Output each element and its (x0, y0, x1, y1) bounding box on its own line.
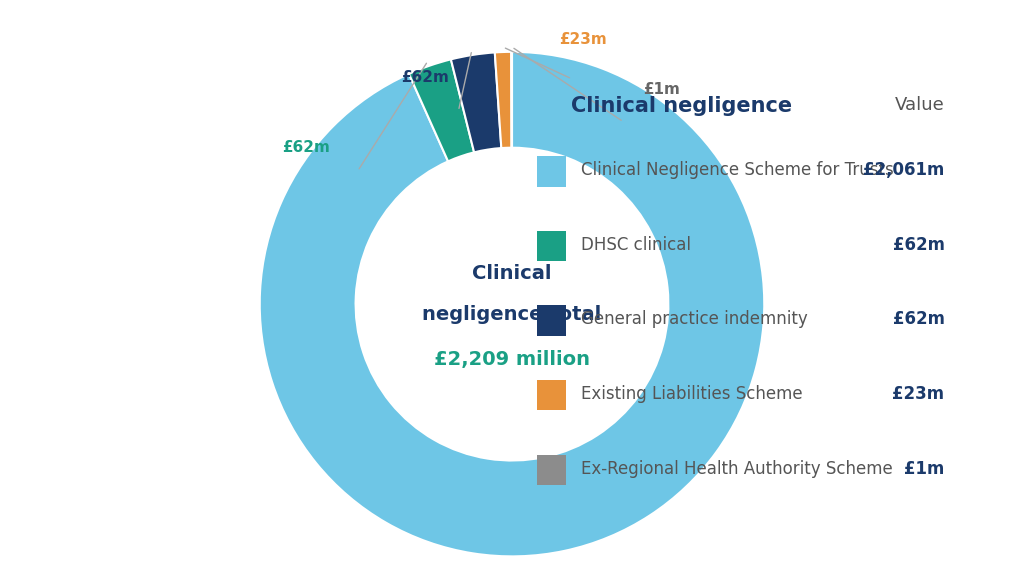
Wedge shape (451, 52, 502, 152)
Text: DHSC clinical: DHSC clinical (581, 236, 691, 254)
FancyBboxPatch shape (537, 156, 566, 187)
Text: Value: Value (895, 96, 944, 114)
Text: Clinical Negligence Scheme for Trusts: Clinical Negligence Scheme for Trusts (581, 161, 894, 179)
FancyBboxPatch shape (537, 231, 566, 261)
FancyBboxPatch shape (537, 380, 566, 410)
Text: General practice indemnity: General practice indemnity (581, 311, 808, 328)
Text: £1m: £1m (643, 82, 680, 97)
Wedge shape (260, 52, 764, 556)
Text: £62m: £62m (893, 311, 944, 328)
Text: £2,209 million: £2,209 million (434, 350, 590, 369)
Text: £62m: £62m (893, 236, 944, 254)
Text: Existing Liabilities Scheme: Existing Liabilities Scheme (581, 385, 803, 403)
Text: Clinical: Clinical (472, 264, 552, 283)
Text: £2,061m: £2,061m (468, 502, 556, 520)
Wedge shape (409, 59, 474, 161)
FancyBboxPatch shape (537, 455, 566, 485)
Text: Ex-Regional Health Authority Scheme: Ex-Regional Health Authority Scheme (581, 460, 893, 477)
Text: £23m: £23m (559, 31, 606, 47)
Text: Clinical negligence: Clinical negligence (571, 96, 793, 115)
Text: £1m: £1m (904, 460, 944, 477)
Text: £62m: £62m (401, 69, 449, 85)
Text: £62m: £62m (283, 140, 331, 155)
Text: £2,061m: £2,061m (863, 161, 944, 179)
FancyBboxPatch shape (537, 305, 566, 336)
Wedge shape (495, 52, 512, 148)
Text: £23m: £23m (892, 385, 944, 403)
Text: negligence total: negligence total (422, 305, 602, 324)
